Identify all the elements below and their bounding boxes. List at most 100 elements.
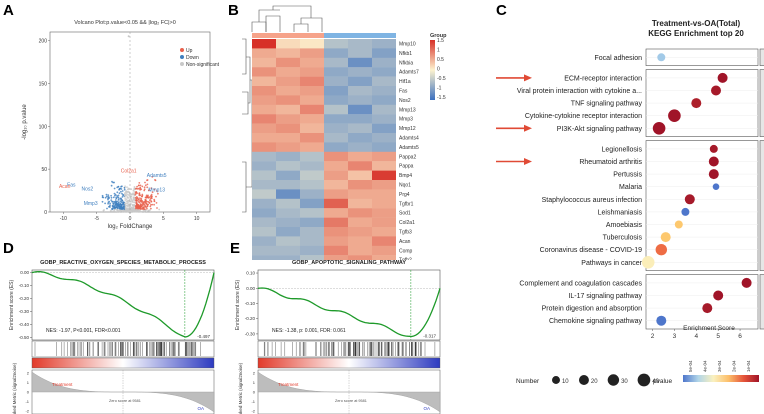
heatmap-cell xyxy=(348,104,372,115)
volcano-point xyxy=(118,201,120,204)
gsea-group1-label: Treatment xyxy=(52,382,73,387)
heatmap-cell xyxy=(252,170,276,181)
volcano-x-tick-label: 10 xyxy=(194,216,200,222)
heatmap-cell xyxy=(300,86,324,96)
volcano-point xyxy=(139,203,142,206)
heatmap-cell xyxy=(276,227,300,237)
heatmap-row-label: Adamts4 xyxy=(399,136,419,142)
heatmap-cell xyxy=(252,114,276,124)
kegg-dot xyxy=(717,72,728,83)
volcano-point xyxy=(143,210,146,213)
kegg-color-legend-bar xyxy=(683,375,759,382)
volcano-point xyxy=(118,192,121,195)
kegg-term-label: Legionellosis xyxy=(602,146,643,153)
heatmap-cell xyxy=(348,76,372,87)
volcano-point xyxy=(113,206,116,208)
heatmap-cell xyxy=(276,236,300,246)
kegg-x-tick-label: 3 xyxy=(673,333,677,340)
heatmap-cell xyxy=(252,142,276,152)
volcano-x-ticks: -10 -5 0 5 10 xyxy=(60,212,200,222)
gsea-es-tick-label: -0.10 xyxy=(245,301,256,306)
volcano-point xyxy=(115,208,118,211)
volcano-point xyxy=(156,190,158,193)
volcano-y-tick-label: 0 xyxy=(44,210,47,216)
heatmap-cell xyxy=(252,104,276,115)
volcano-point xyxy=(131,193,133,196)
heatmap-cell xyxy=(324,245,348,256)
heatmap-cell xyxy=(324,86,348,96)
heatmap-cell xyxy=(372,217,396,228)
heatmap-cell xyxy=(252,86,276,96)
heatmap-cell xyxy=(276,133,300,143)
heatmap-colorbar xyxy=(430,40,435,100)
volcano-point xyxy=(146,179,148,182)
volcano-point xyxy=(115,197,118,200)
volcano-y-tick-label: 100 xyxy=(39,124,48,130)
volcano-point xyxy=(118,205,121,208)
kegg-dot xyxy=(681,207,690,216)
heatmap-cell xyxy=(300,123,324,134)
heatmap-cell xyxy=(300,180,324,190)
gsea-rank-gradient xyxy=(31,357,215,369)
kegg-term-label: IL-17 signaling pathway xyxy=(568,293,642,300)
kegg-color-legend-title: pvalue xyxy=(653,378,673,385)
volcano-point xyxy=(140,197,143,200)
heatmap-cell xyxy=(348,236,372,246)
kegg-dot xyxy=(656,315,667,326)
gsea-rank-tick-label: 0 xyxy=(27,390,30,395)
heatmap-scale-tick: 0.5 xyxy=(437,57,444,63)
volcano-point xyxy=(135,199,137,202)
heatmap-cell xyxy=(372,95,396,105)
volcano-point xyxy=(114,194,116,197)
kegg-dot xyxy=(684,194,695,205)
kegg-dot xyxy=(709,144,718,153)
volcano-point xyxy=(155,202,158,204)
volcano-point xyxy=(146,183,149,186)
heatmap-row-label: Hif1a xyxy=(399,79,411,85)
volcano-point xyxy=(116,204,119,207)
heatmap-cell xyxy=(324,255,348,260)
gsea-stats: NES: -1.97, P<0.001, FDR<0.001 xyxy=(46,328,121,334)
heatmap-row-label: Tgfb3 xyxy=(399,230,412,236)
volcano-point xyxy=(141,202,144,205)
heatmap-cell xyxy=(372,123,396,134)
heatmap-cell xyxy=(372,208,396,218)
heatmap-cell xyxy=(300,142,324,152)
volcano-point xyxy=(147,210,149,212)
volcano-point xyxy=(150,196,153,199)
heatmap-cell xyxy=(324,217,348,228)
gsea-es-ylabel: Enrichment score (ES) xyxy=(9,280,15,331)
heatmap-cell xyxy=(252,198,276,209)
volcano-point xyxy=(110,199,113,202)
heatmap-cell xyxy=(324,170,348,181)
heatmap-cell xyxy=(372,161,396,171)
volcano-title: Volcano Plot:p.value<0.05 && |log₂ FC|>0 xyxy=(74,20,176,26)
volcano-point xyxy=(101,194,104,197)
volcano-point xyxy=(144,196,147,199)
heatmap-cell xyxy=(276,39,300,49)
volcano-plot: Volcano Plot:p.value<0.05 && |log₂ FC|>0… xyxy=(22,20,220,230)
volcano-y-tick-label: 150 xyxy=(39,81,48,87)
volcano-point xyxy=(127,188,130,191)
volcano-gene-label: Acan xyxy=(59,184,71,190)
kegg-size-legend-label: 40 xyxy=(652,379,659,385)
kegg-color-legend-tick: 4e-04 xyxy=(703,360,708,372)
gsea-es-tick-label: -0.30 xyxy=(19,309,30,314)
volcano-gene-label: Col2a1 xyxy=(121,169,137,175)
heatmap-cell xyxy=(300,245,324,256)
volcano-point xyxy=(143,208,145,211)
kegg-body: CelPFocal adhesionEnvIPECM-receptor inte… xyxy=(496,48,764,330)
heatmap-row-label: Nfkbia xyxy=(399,60,413,66)
heatmap-cell xyxy=(300,255,324,260)
volcano-point xyxy=(116,200,119,203)
kegg-term-label: Rheumatoid arthritis xyxy=(579,159,642,166)
gsea-stats: NES: -1.38, p: 0.001, FDR: 0.061 xyxy=(272,328,346,334)
heatmap-scale-tick: 0 xyxy=(437,67,440,73)
volcano-point xyxy=(128,205,131,208)
heatmap-cell xyxy=(276,189,300,199)
heatmap-cell xyxy=(348,48,372,58)
volcano-point xyxy=(139,197,141,200)
volcano-point xyxy=(116,191,119,194)
heatmap-cell xyxy=(348,123,372,134)
